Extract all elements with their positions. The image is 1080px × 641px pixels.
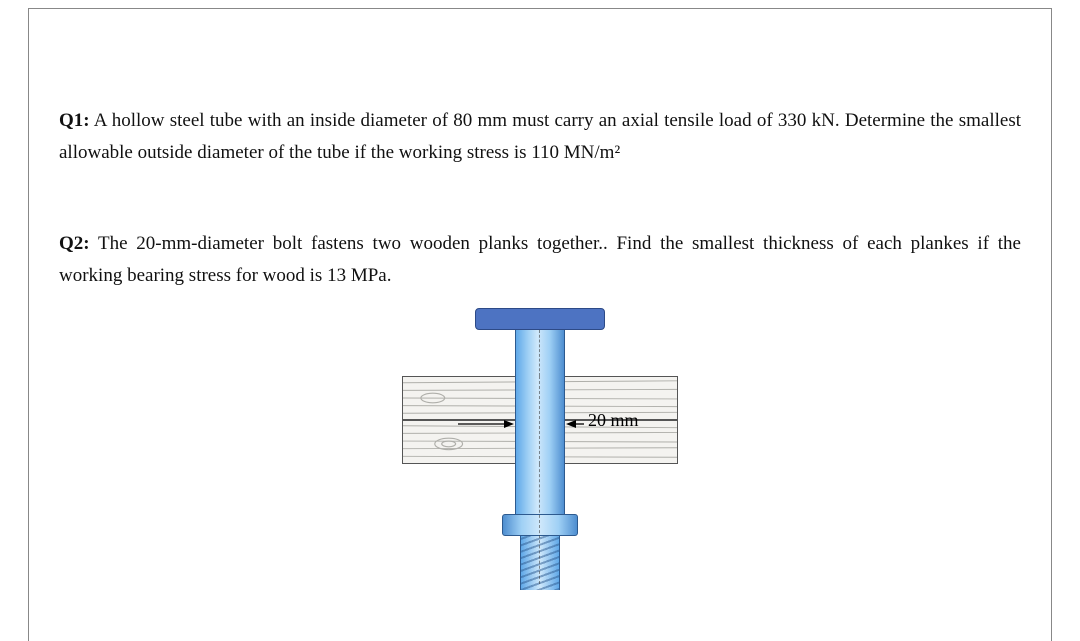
q1-label: Q1: bbox=[59, 110, 90, 131]
centerline-icon bbox=[539, 330, 541, 376]
figure-wrap: 20 mm bbox=[59, 304, 1021, 614]
question-1: Q1: A hollow steel tube with an inside d… bbox=[59, 105, 1021, 170]
bolt-head-icon bbox=[475, 308, 605, 330]
question-2: Q2: The 20-mm-diameter bolt fastens two … bbox=[59, 228, 1021, 293]
centerline-icon bbox=[539, 376, 541, 464]
q2-paragraph: Q2: The 20-mm-diameter bolt fastens two … bbox=[59, 228, 1021, 293]
q1-text: A hollow steel tube with an inside diame… bbox=[59, 110, 1021, 163]
q1-paragraph: Q1: A hollow steel tube with an inside d… bbox=[59, 105, 1021, 170]
page-frame: Q1: A hollow steel tube with an inside d… bbox=[28, 8, 1052, 641]
q2-label: Q2: bbox=[59, 233, 90, 254]
dimension-arrow-right-icon bbox=[566, 416, 584, 426]
bolt-plank-figure: 20 mm bbox=[360, 304, 720, 614]
dimension-arrow-left-icon bbox=[458, 416, 514, 426]
content-area: Q1: A hollow steel tube with an inside d… bbox=[29, 9, 1051, 614]
dimension-label: 20 mm bbox=[588, 410, 639, 431]
q2-text: The 20-mm-diameter bolt fastens two wood… bbox=[59, 233, 1021, 286]
centerline-icon bbox=[539, 464, 541, 584]
